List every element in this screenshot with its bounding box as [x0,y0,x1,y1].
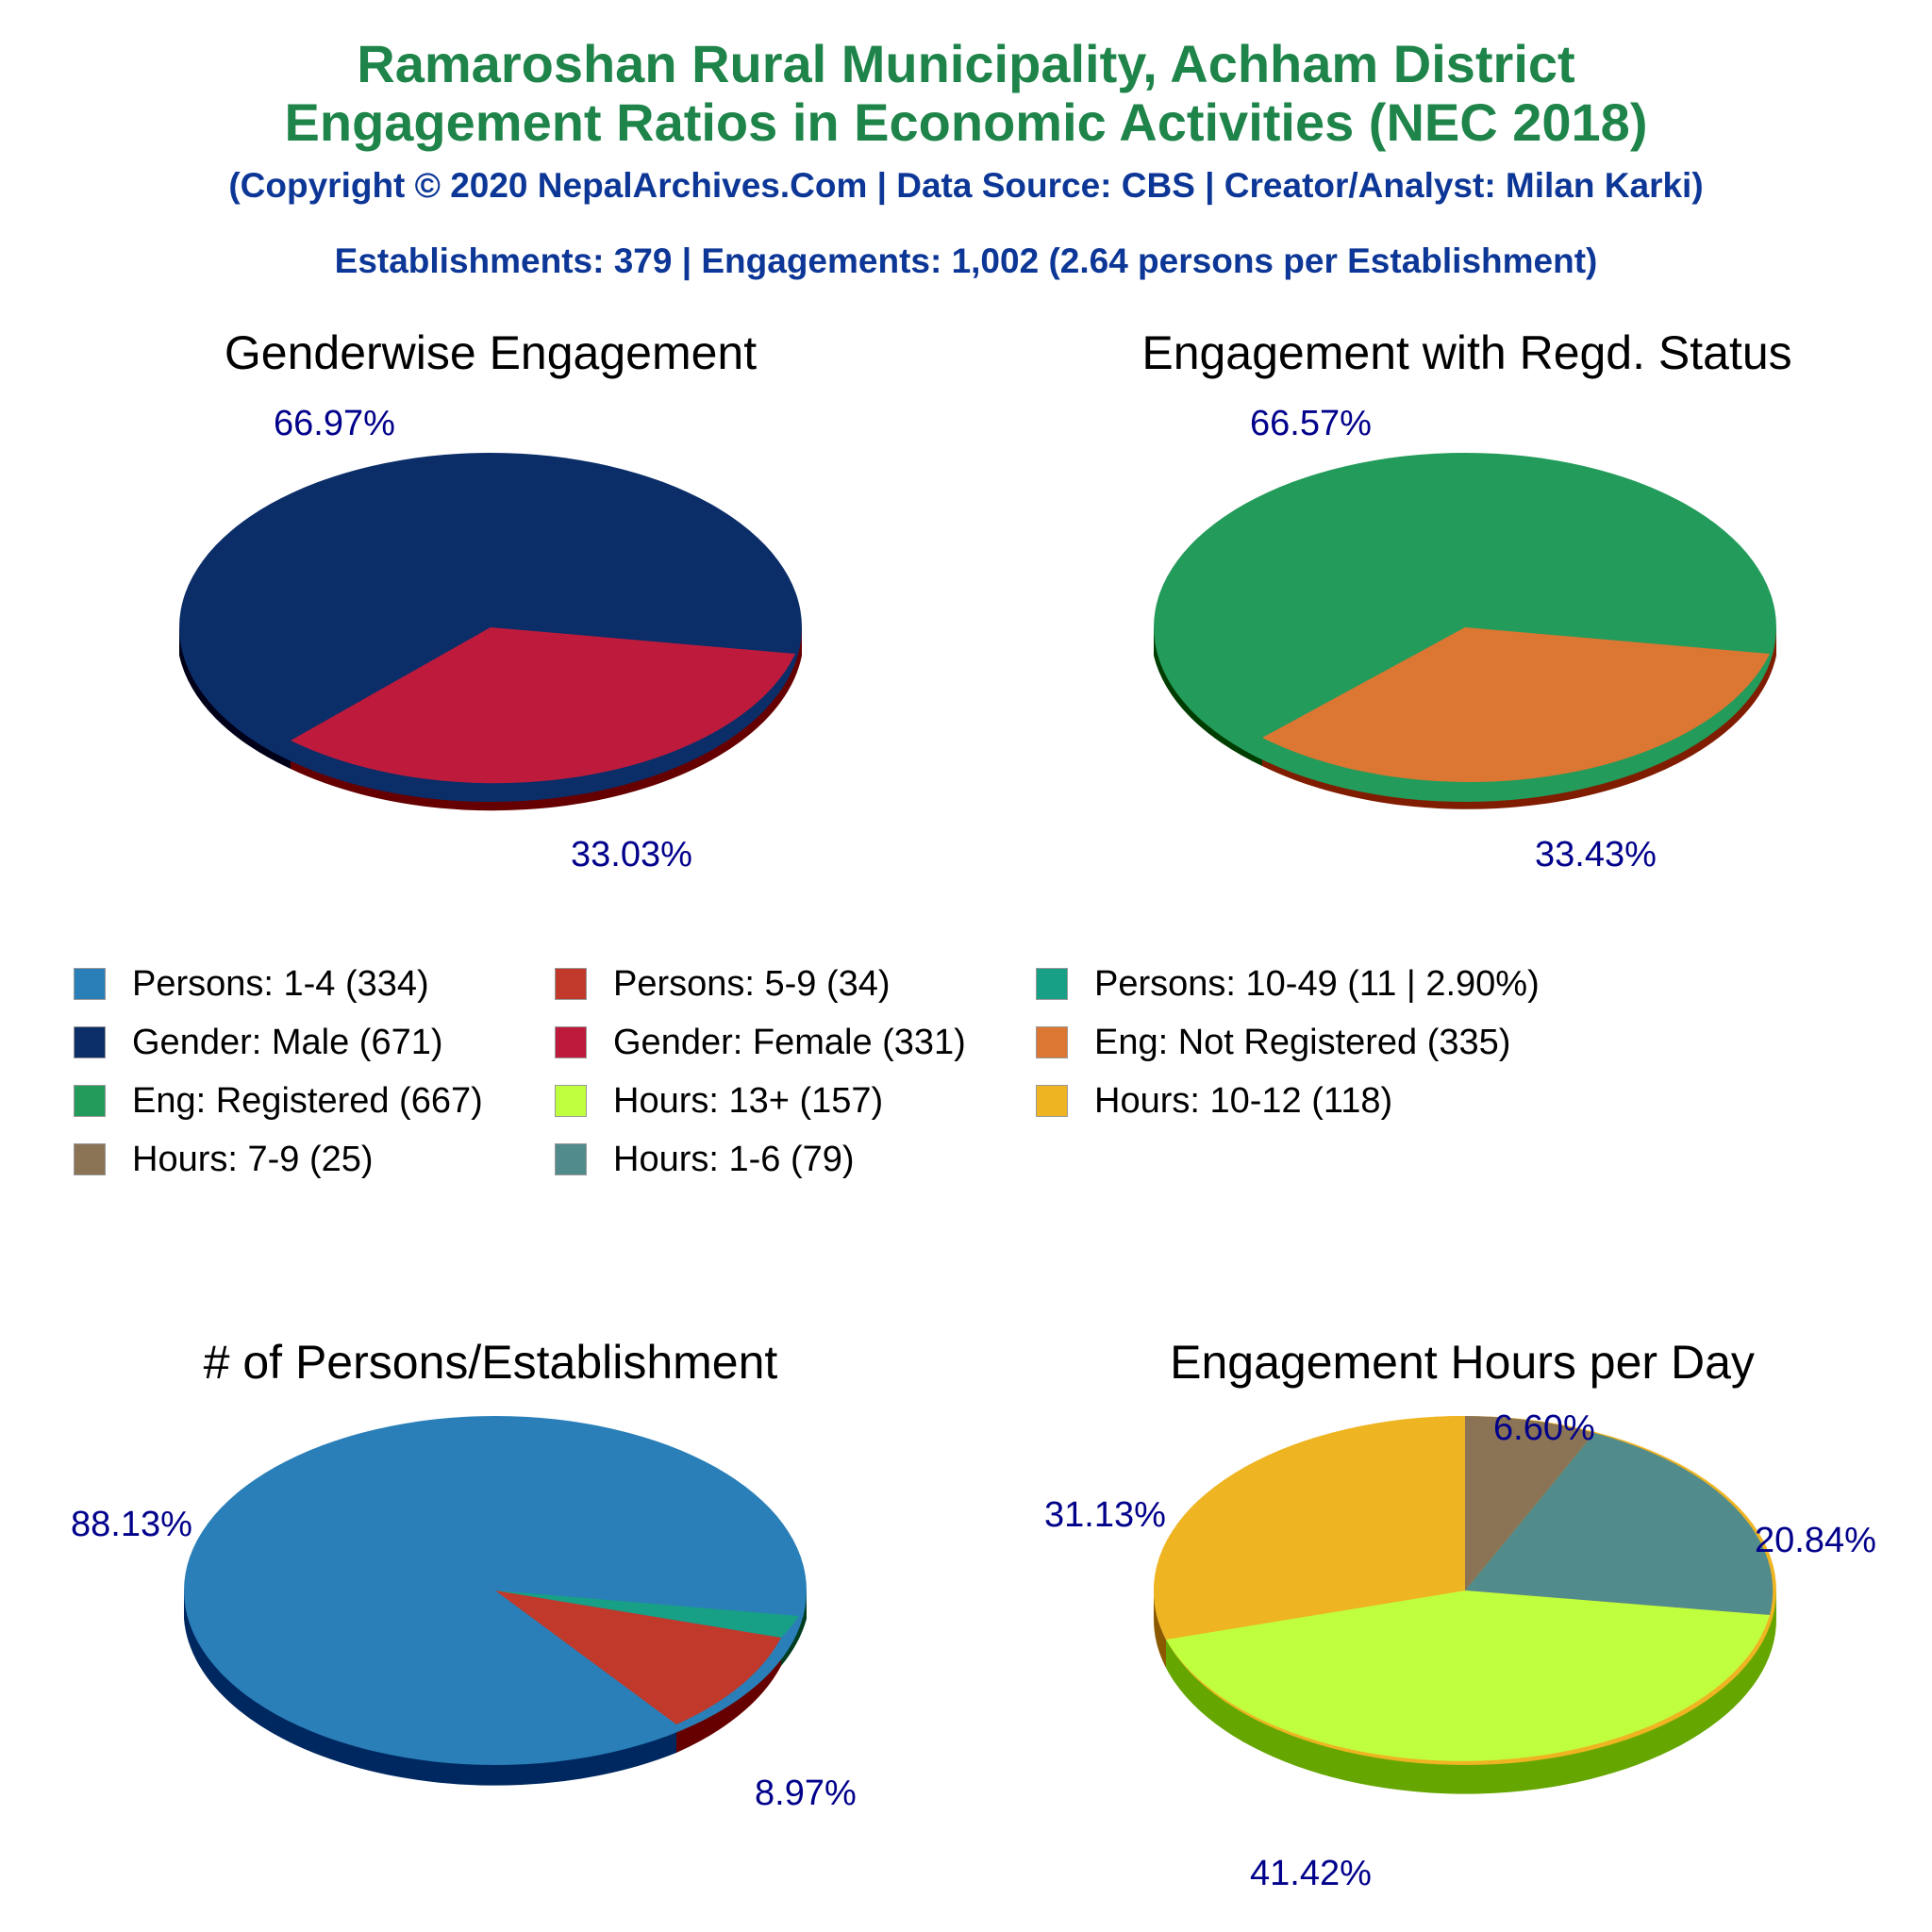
pie-registration [1154,453,1776,809]
gender-chart-title: Genderwise Engagement [224,326,758,379]
copyright-text: (Copyright © 2020 NepalArchives.Com | Da… [228,166,1704,205]
gender-female-pct: 33.03% [571,835,692,874]
hours-1-6-pct: 20.84% [1755,1521,1876,1560]
legend-label: Hours: 13+ (157) [613,1080,884,1121]
legend-swatch [74,1026,106,1058]
persons-5-9-pct: 8.97% [755,1774,857,1813]
legend-swatch [1036,1026,1068,1058]
legend-item-gender-female: Gender: Female (331) [555,1019,966,1066]
legend-swatch [74,968,106,1000]
persons-chart-title: # of Persons/Establishment [203,1336,778,1389]
pie-persons [184,1416,807,1786]
summary-text: Establishments: 379 | Engagements: 1,002… [334,242,1598,280]
legend-item-hours-10-12: Hours: 10-12 (118) [1036,1077,1392,1124]
legend-item-hours-7-9: Hours: 7-9 (25) [74,1136,374,1183]
legend-label: Hours: 1-6 (79) [613,1139,855,1179]
hours-13plus-pct: 41.42% [1250,1854,1372,1893]
legend-item-persons-1-4: Persons: 1-4 (334) [74,960,429,1008]
legend-item-persons-10-49: Persons: 10-49 (11 | 2.90%) [1036,960,1540,1008]
legend-label: Eng: Registered (667) [132,1080,483,1121]
legend-swatch [555,1026,587,1058]
legend-swatch [74,1085,106,1117]
gender-male-pct: 66.97% [274,404,395,443]
legend-item-eng-registered: Eng: Registered (667) [74,1077,483,1124]
legend-label: Gender: Male (671) [132,1022,443,1062]
hours-chart-title: Engagement Hours per Day [1170,1336,1755,1389]
legend-label: Persons: 5-9 (34) [613,963,891,1004]
legend-item-hours-13plus: Hours: 13+ (157) [555,1077,883,1124]
chart-title-line1: Ramaroshan Rural Municipality, Achham Di… [357,34,1575,93]
legend-swatch [74,1143,106,1175]
hours-7-9-pct: 6.60% [1493,1408,1595,1448]
legend-label: Hours: 10-12 (118) [1094,1080,1393,1121]
chart-title-line2: Engagement Ratios in Economic Activities… [284,92,1648,152]
registered-pct: 66.57% [1250,404,1372,443]
legend-swatch [555,1085,587,1117]
legend-label: Persons: 1-4 (334) [132,963,429,1004]
legend-label: Gender: Female (331) [613,1022,966,1062]
not-registered-pct: 33.43% [1535,835,1657,874]
legend-swatch [555,1143,587,1175]
legend-item-eng-not-registered: Eng: Not Registered (335) [1036,1019,1510,1066]
persons-1-4-pct: 88.13% [71,1505,192,1544]
legend-label: Persons: 10-49 (11 | 2.90%) [1094,963,1540,1004]
legend-item-persons-5-9: Persons: 5-9 (34) [555,960,891,1008]
pie-hours [1153,1416,1777,1794]
hours-10-12-pct: 31.13% [1044,1495,1166,1535]
pie-gender [179,453,802,811]
legend-label: Hours: 7-9 (25) [132,1139,374,1179]
legend-label: Eng: Not Registered (335) [1094,1022,1511,1062]
legend-item-hours-1-6: Hours: 1-6 (79) [555,1136,855,1183]
legend-swatch [1036,1085,1068,1117]
legend-item-gender-male: Gender: Male (671) [74,1019,443,1066]
legend-swatch [555,968,587,1000]
legend-swatch [1036,968,1068,1000]
registration-chart-title: Engagement with Regd. Status [1141,326,1792,379]
